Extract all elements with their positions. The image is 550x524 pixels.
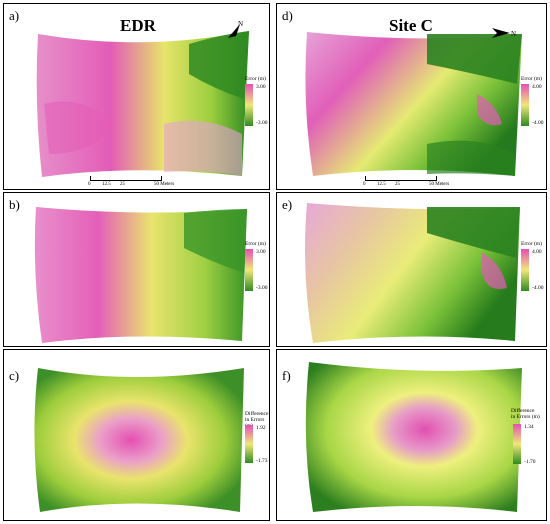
legend-bar-f (513, 424, 521, 464)
error-map-a (36, 31, 249, 177)
panel-label-f: f) (282, 368, 291, 383)
panel-e: e) Error (m) 4.00 -4.00 (276, 192, 547, 347)
scale-tick-a-1: 12.5 (102, 182, 111, 187)
site-title-c: Site C (389, 16, 433, 35)
panel-f: f) Difference in Errors (m) 1.34 -1.70 (276, 349, 547, 521)
legend-bar-c (245, 425, 253, 463)
legend-bar-d (521, 84, 529, 126)
difference-map-c (34, 368, 244, 512)
legend-max-f: 1.34 (524, 424, 534, 430)
scale-tick-d-2: 25 (395, 182, 400, 187)
error-map-b (34, 207, 247, 343)
legend-bar-b (245, 249, 253, 291)
scale-tick-a-2: 25 (120, 182, 125, 187)
legend-title-d: Error (m) (521, 76, 542, 82)
scale-tick-d-0: 0 (363, 182, 366, 187)
legend-title-c-1: Difference (245, 411, 269, 417)
scale-bar-a (90, 176, 162, 181)
scale-bar-d (365, 176, 437, 181)
legend-title-e: Error (m) (521, 241, 542, 247)
site-title-edr: EDR (120, 16, 156, 35)
panel-a: a) EDR N Error (m) 3.00 -3.00 0 12.5 25 … (3, 3, 270, 190)
north-arrow-icon: N (492, 26, 518, 45)
panel-d: d) Site C N Error (m) 4.00 -4.00 0 12.5 … (276, 3, 547, 190)
legend-min-e: -4.00 (532, 285, 544, 291)
panel-c: c) Difference in Errors (m) 1.92 -1.73 (3, 349, 270, 521)
legend-max-a: 3.00 (256, 84, 266, 90)
scale-tick-a-0: 0 (88, 182, 91, 187)
legend-max-c: 1.92 (256, 425, 266, 431)
legend-max-b: 3.00 (256, 249, 266, 255)
panel-label-a: a) (9, 8, 20, 23)
panel-label-c: c) (9, 368, 20, 383)
panel-label-e: e) (282, 197, 293, 212)
legend-min-b: -3.00 (256, 285, 268, 291)
error-map-d (305, 32, 522, 176)
legend-max-e: 4.00 (532, 249, 542, 255)
legend-min-d: -4.00 (532, 120, 544, 126)
legend-min-c: -1.73 (256, 458, 268, 464)
scale-tick-d-3: 50 Meters (429, 182, 450, 187)
north-label: N (238, 20, 243, 28)
legend-title-b: Error (m) (245, 241, 266, 247)
legend-max-d: 4.00 (532, 84, 542, 90)
panel-label-b: b) (9, 197, 20, 212)
north-label: N (511, 30, 516, 38)
legend-title-a: Error (m) (245, 76, 266, 82)
legend-bar-e (521, 249, 529, 291)
north-arrow-icon: N (226, 18, 246, 45)
panel-b: b) Error (m) 3.00 -3.00 (3, 192, 270, 347)
error-map-e (305, 203, 520, 343)
legend-min-a: -3.00 (256, 120, 268, 126)
legend-bar-a (245, 84, 253, 126)
scale-tick-a-3: 50 Meters (154, 182, 175, 187)
panel-label-d: d) (282, 8, 293, 23)
scale-tick-d-1: 12.5 (377, 182, 386, 187)
legend-title-f-2: in Errors (m) (511, 414, 540, 420)
legend-min-f: -1.70 (524, 459, 536, 465)
legend-title-f-1: Difference (511, 408, 535, 414)
difference-map-f (305, 362, 522, 512)
